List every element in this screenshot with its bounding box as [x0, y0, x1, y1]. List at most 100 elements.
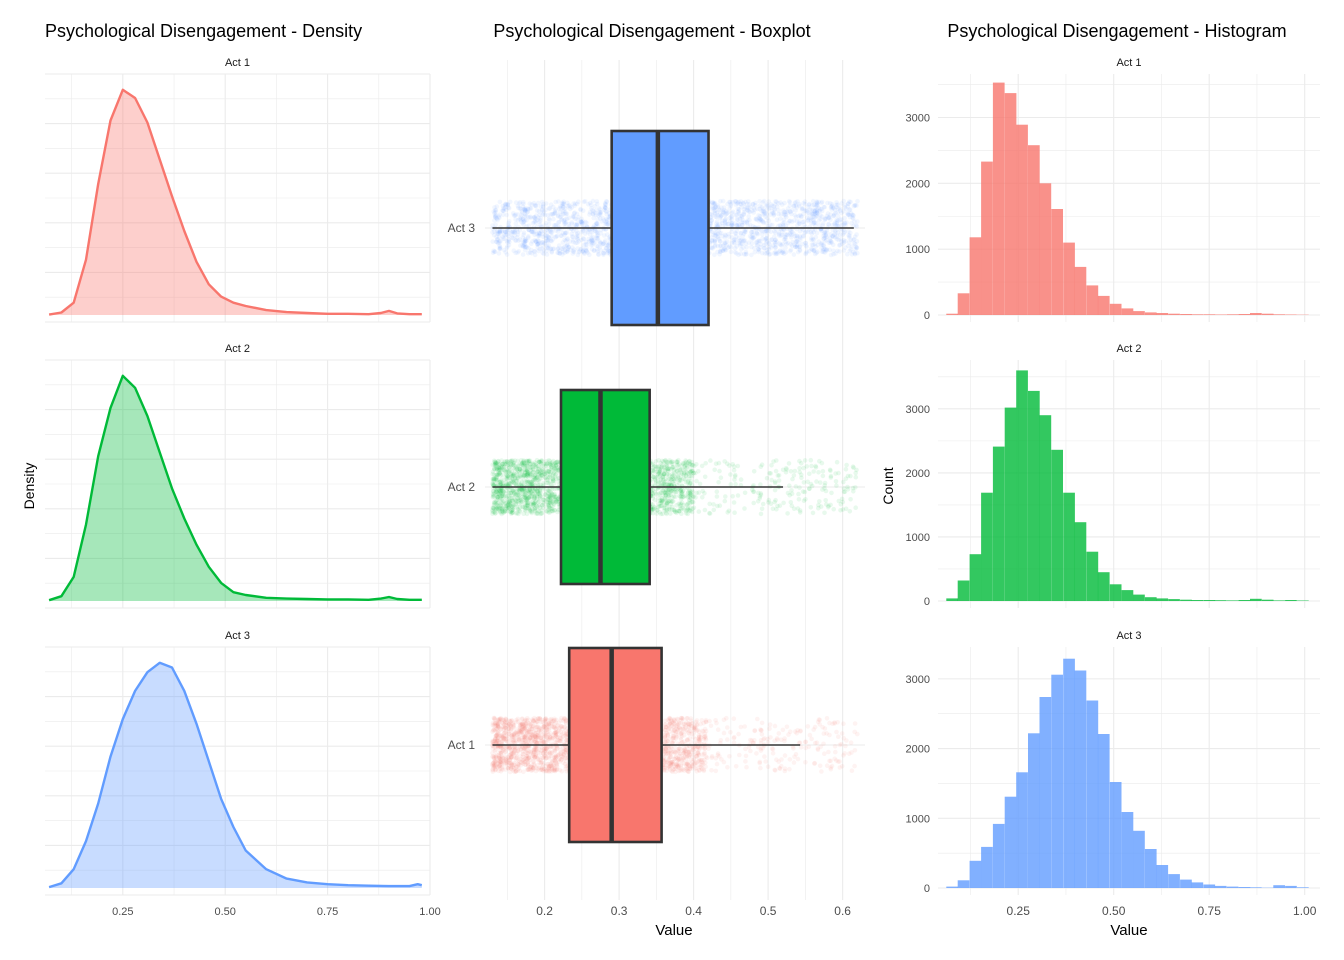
jitter-point — [564, 211, 570, 216]
jitter-point — [734, 216, 740, 222]
jitter-point — [725, 510, 730, 515]
jitter-point — [675, 473, 681, 478]
jitter-point — [722, 218, 728, 224]
jitter-point — [578, 207, 583, 213]
jitter-point — [843, 206, 849, 212]
jitter-point — [579, 216, 584, 222]
jitter-point — [784, 241, 789, 247]
jitter-point — [508, 232, 514, 237]
jitter-point — [776, 201, 781, 206]
jitter-point — [553, 207, 558, 212]
jitter-point — [742, 228, 747, 234]
jitter-point — [534, 231, 539, 237]
jitter-point — [716, 480, 721, 485]
jitter-point — [592, 239, 598, 244]
jitter-point — [751, 469, 757, 474]
jitter-point — [849, 244, 855, 249]
jitter-point — [534, 208, 540, 213]
jitter-point — [843, 223, 848, 228]
jitter-point — [720, 248, 726, 253]
jitter-point — [746, 205, 751, 211]
jitter-point — [505, 202, 511, 207]
density-x-tick-label: 1.00 — [419, 906, 440, 918]
jitter-point — [789, 219, 795, 224]
jitter-point — [594, 220, 599, 226]
jitter-point — [498, 479, 504, 485]
jitter-point — [537, 459, 542, 465]
jitter-point — [801, 234, 806, 239]
jitter-point — [533, 213, 539, 218]
jitter-point — [529, 247, 534, 253]
jitter-point — [748, 204, 753, 210]
jitter-point — [684, 511, 689, 516]
jitter-point — [827, 215, 832, 220]
jitter-point — [774, 458, 779, 463]
jitter-point — [540, 505, 545, 511]
jitter-point — [524, 496, 529, 502]
jitter-point — [603, 238, 608, 243]
jitter-point — [793, 203, 799, 208]
density-facet-label: Act 2 — [225, 343, 250, 355]
jitter-point — [832, 232, 837, 238]
jitter-point — [760, 250, 765, 256]
jitter-point — [557, 251, 563, 256]
jitter-point — [570, 234, 576, 240]
jitter-point — [514, 227, 520, 233]
jitter-point — [751, 489, 756, 494]
jitter-point — [747, 233, 753, 239]
jitter-point — [595, 217, 600, 222]
jitter-point — [535, 468, 541, 474]
jitter-point — [521, 230, 527, 235]
jitter-point — [838, 237, 844, 242]
jitter-point — [715, 203, 721, 208]
jitter-point — [752, 249, 758, 255]
jitter-point — [510, 229, 516, 235]
jitter-point — [682, 462, 688, 468]
jitter-point — [813, 211, 818, 216]
jitter-point — [540, 212, 545, 218]
jitter-point — [767, 251, 773, 257]
jitter-point — [807, 486, 812, 491]
jitter-point — [664, 472, 670, 478]
jitter-point — [518, 500, 524, 506]
jitter-point — [800, 241, 805, 247]
jitter-point — [814, 250, 819, 256]
jitter-point — [527, 509, 533, 514]
jitter-point — [761, 245, 767, 251]
jitter-point — [581, 250, 587, 255]
jitter-point — [785, 511, 790, 516]
jitter-point — [832, 234, 838, 240]
jitter-point — [556, 213, 561, 218]
jitter-point — [809, 231, 815, 237]
jitter-point — [782, 200, 787, 206]
jitter-point — [601, 241, 606, 247]
jitter-point — [581, 199, 587, 205]
jitter-point — [833, 230, 838, 236]
jitter-point — [593, 210, 598, 216]
jitter-point — [764, 236, 769, 241]
jitter-point — [778, 200, 783, 205]
jitter-point — [715, 235, 721, 240]
jitter-point — [555, 246, 560, 252]
jitter-point — [596, 251, 601, 257]
jitter-point — [493, 213, 499, 218]
jitter-point — [523, 238, 528, 244]
jitter-point — [534, 239, 539, 245]
jitter-point — [573, 216, 578, 222]
jitter-point — [579, 220, 584, 225]
jitter-point — [699, 463, 705, 469]
jitter-point — [808, 505, 814, 510]
jitter-point — [807, 471, 812, 477]
jitter-point — [559, 216, 564, 222]
jitter-point — [804, 215, 810, 220]
jitter-point — [749, 229, 754, 235]
jitter-point — [734, 228, 739, 233]
jitter-point — [772, 499, 777, 505]
jitter-point — [557, 214, 563, 220]
jitter-point — [852, 251, 858, 257]
jitter-point — [720, 198, 726, 204]
jitter-point — [733, 237, 738, 243]
jitter-point — [494, 234, 499, 240]
jitter-point — [737, 201, 743, 206]
